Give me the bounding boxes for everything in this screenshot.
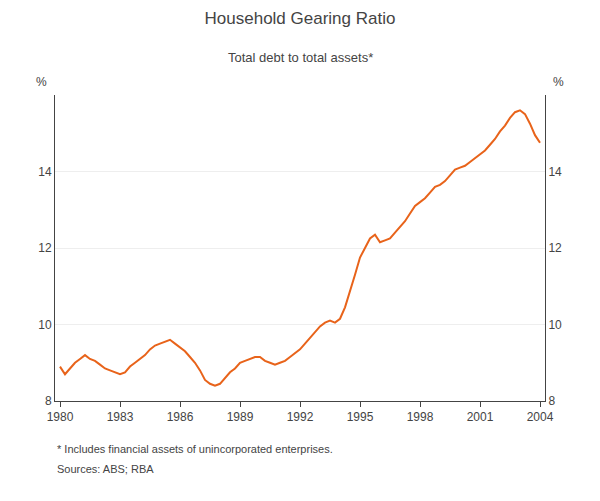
- svg-text:8: 8: [548, 394, 555, 408]
- svg-text:%: %: [553, 75, 564, 89]
- svg-text:10: 10: [38, 318, 52, 332]
- svg-text:2004: 2004: [527, 410, 554, 424]
- svg-text:* Includes financial assets of: * Includes financial assets of unincorpo…: [57, 443, 333, 455]
- svg-text:10: 10: [548, 318, 562, 332]
- svg-text:1980: 1980: [47, 410, 74, 424]
- svg-text:12: 12: [38, 241, 52, 255]
- svg-text:1989: 1989: [227, 410, 254, 424]
- svg-text:14: 14: [38, 165, 52, 179]
- svg-text:1998: 1998: [407, 410, 434, 424]
- svg-text:12: 12: [548, 241, 562, 255]
- svg-text:2001: 2001: [467, 410, 494, 424]
- svg-text:1986: 1986: [167, 410, 194, 424]
- svg-text:%: %: [36, 75, 47, 89]
- svg-text:1983: 1983: [107, 410, 134, 424]
- svg-text:1992: 1992: [287, 410, 314, 424]
- svg-text:Total debt to total assets*: Total debt to total assets*: [228, 50, 373, 65]
- svg-text:14: 14: [548, 165, 562, 179]
- svg-text:Sources: ABS; RBA: Sources: ABS; RBA: [57, 463, 154, 475]
- svg-text:8: 8: [45, 394, 52, 408]
- svg-text:Household Gearing Ratio: Household Gearing Ratio: [205, 9, 396, 28]
- svg-text:1995: 1995: [347, 410, 374, 424]
